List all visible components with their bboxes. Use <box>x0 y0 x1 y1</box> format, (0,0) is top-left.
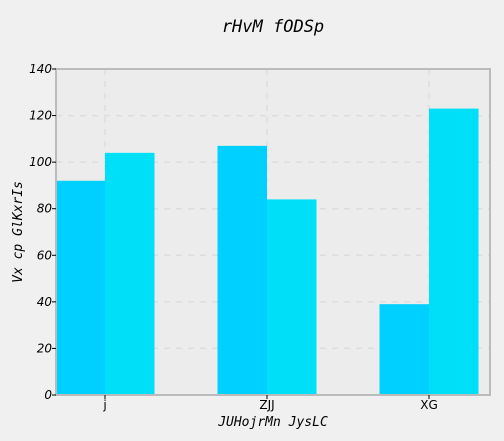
y-tick-label: 80 <box>37 202 53 216</box>
x-tick-label: j <box>102 398 106 412</box>
y-tick-label: 40 <box>37 295 53 309</box>
y-tick-label: 100 <box>29 155 52 169</box>
chart-title: rHvM fODSp <box>222 17 324 37</box>
plot-frame <box>55 68 491 396</box>
y-tick-label: 140 <box>29 62 52 76</box>
bars <box>55 108 479 395</box>
bar-series1-j <box>55 180 105 395</box>
y-tick-label: 20 <box>37 341 53 355</box>
y-tick-label: 120 <box>29 109 52 123</box>
x-axis-ticks: j ZJJ XG <box>102 395 438 412</box>
y-axis-ticks: 0 20 40 60 80 100 120 140 <box>29 62 56 402</box>
y-axis-label: Vx cp GlKxrIs <box>11 181 26 283</box>
y-tick-label: 0 <box>44 388 52 402</box>
y-tick-label: 60 <box>37 248 53 262</box>
x-tick-label: XG <box>420 398 438 412</box>
bar-series2-j <box>105 152 155 395</box>
bar-series2-ZJJ <box>267 199 317 395</box>
x-axis-label: JUHojrMn JysLC <box>217 415 328 430</box>
bar-series1-ZJJ <box>217 145 267 395</box>
bar-series2-XG <box>429 108 479 395</box>
x-tick-label: ZJJ <box>259 398 274 412</box>
bar-series1-XG <box>379 304 429 395</box>
